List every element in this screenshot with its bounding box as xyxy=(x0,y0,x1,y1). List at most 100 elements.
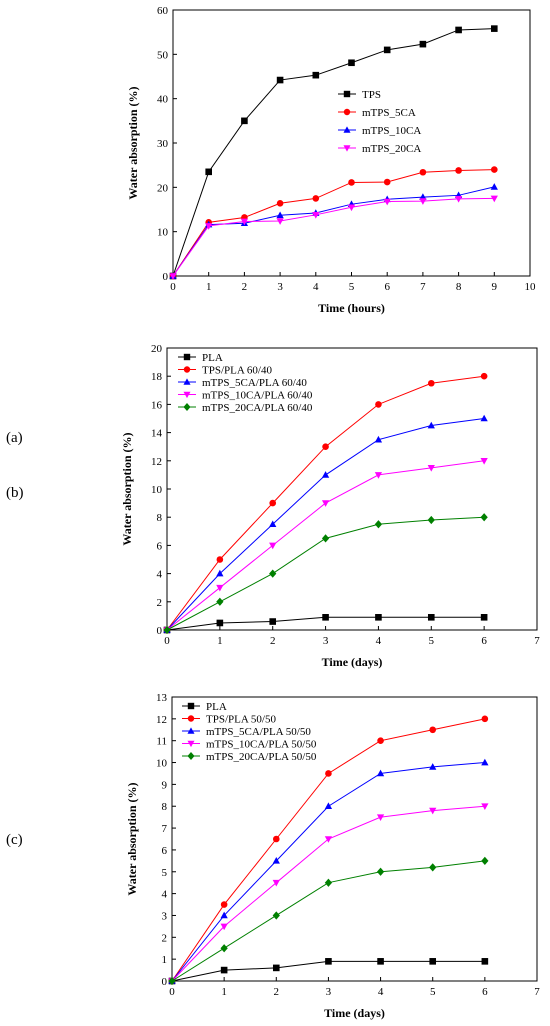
x-axis-label: Time (days) xyxy=(324,1006,385,1020)
data-point xyxy=(272,879,280,887)
legend-marker xyxy=(187,727,195,734)
data-point xyxy=(216,569,224,577)
x-axis-label: Time (hours) xyxy=(318,301,385,315)
x-tick-label: 7 xyxy=(534,986,540,998)
x-tick-label: 5 xyxy=(429,635,435,647)
data-point xyxy=(325,770,332,777)
y-tick-label: 16 xyxy=(151,399,163,411)
plot-frame xyxy=(171,696,538,982)
data-point xyxy=(276,199,284,207)
data-point xyxy=(348,59,355,67)
legend-label: mTPS_5CA/PLA 50/50 xyxy=(206,726,311,738)
y-tick-label: 6 xyxy=(157,540,163,552)
panel-label: (c) xyxy=(6,832,23,848)
x-tick-label: 2 xyxy=(242,281,248,293)
data-point xyxy=(419,168,427,176)
y-tick-label: 10 xyxy=(156,758,168,770)
data-point xyxy=(455,167,462,174)
data-point xyxy=(276,76,284,84)
series-4 xyxy=(168,803,489,985)
data-point xyxy=(480,513,488,522)
data-point xyxy=(427,379,435,387)
legend-label: mTPS_10CA/PLA 50/50 xyxy=(206,739,317,751)
y-tick-label: 1 xyxy=(162,954,168,966)
data-point xyxy=(383,46,391,54)
series-5 xyxy=(168,856,489,986)
y-tick-label: 8 xyxy=(157,512,163,524)
x-tick-label: 9 xyxy=(492,281,498,293)
data-point xyxy=(312,195,320,202)
data-point xyxy=(272,857,280,864)
data-point xyxy=(321,500,330,507)
data-point xyxy=(491,25,498,32)
legend-marker xyxy=(187,715,195,722)
y-tick-label: 40 xyxy=(157,94,169,106)
x-tick-label: 1 xyxy=(217,635,223,647)
y-tick-label: 0 xyxy=(157,625,163,637)
data-point xyxy=(272,835,280,843)
data-point xyxy=(490,183,498,190)
data-point xyxy=(375,614,382,621)
data-point xyxy=(269,520,277,528)
legend-marker xyxy=(343,108,351,116)
data-point xyxy=(480,414,488,422)
data-point xyxy=(241,117,248,125)
data-point xyxy=(374,435,383,443)
series-4 xyxy=(163,457,488,634)
legend-label: TPS/PLA 50/50 xyxy=(206,714,276,726)
x-tick-label: 5 xyxy=(349,281,355,293)
data-point xyxy=(374,472,383,479)
legend-marker xyxy=(183,403,191,411)
data-point xyxy=(455,26,462,34)
data-point xyxy=(374,520,383,529)
data-point xyxy=(220,944,228,953)
series-line xyxy=(172,169,495,277)
data-point xyxy=(324,836,333,843)
data-point xyxy=(383,198,391,206)
data-point xyxy=(321,471,330,478)
y-tick-label: 8 xyxy=(162,801,168,813)
data-point xyxy=(481,715,489,723)
data-point xyxy=(220,966,228,974)
data-point xyxy=(429,807,437,815)
y-tick-label: 3 xyxy=(162,910,168,922)
x-tick-label: 6 xyxy=(481,635,487,647)
data-point xyxy=(163,625,171,635)
data-point xyxy=(481,958,489,965)
data-point xyxy=(480,457,488,465)
x-tick-label: 7 xyxy=(534,635,540,647)
x-tick-label: 4 xyxy=(376,635,382,647)
data-point xyxy=(480,614,488,621)
series-line xyxy=(171,805,485,982)
legend-marker xyxy=(343,126,351,133)
data-point xyxy=(216,556,224,563)
plot-frame xyxy=(172,9,531,277)
data-point xyxy=(429,863,437,872)
x-tick-label: 7 xyxy=(420,281,426,293)
y-tick-label: 60 xyxy=(157,5,169,17)
data-point xyxy=(427,421,435,429)
series-2 xyxy=(169,166,498,280)
data-point xyxy=(429,958,437,965)
data-point xyxy=(348,179,355,186)
series-3 xyxy=(168,758,489,984)
legend-marker xyxy=(183,353,191,361)
y-tick-label: 9 xyxy=(162,779,168,791)
data-point xyxy=(429,726,437,734)
data-point xyxy=(312,212,320,219)
series-3 xyxy=(169,183,498,279)
data-point xyxy=(168,976,176,986)
legend-marker xyxy=(343,90,351,98)
y-tick-label: 11 xyxy=(156,736,167,748)
legend-label: TPS xyxy=(362,89,381,101)
y-tick-label: 5 xyxy=(162,867,168,879)
x-tick-label: 4 xyxy=(313,281,319,293)
y-axis-label: Water absorption (%) xyxy=(120,432,134,545)
x-tick-label: 0 xyxy=(164,635,170,647)
data-point xyxy=(481,856,489,865)
data-point xyxy=(427,614,435,621)
x-tick-label: 0 xyxy=(169,986,175,998)
y-tick-label: 6 xyxy=(162,845,168,857)
y-tick-label: 0 xyxy=(162,976,168,988)
data-point xyxy=(205,223,213,230)
